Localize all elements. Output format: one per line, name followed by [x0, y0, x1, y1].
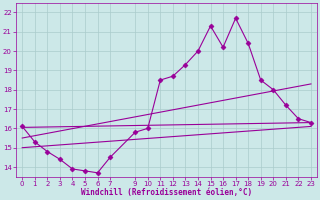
X-axis label: Windchill (Refroidissement éolien,°C): Windchill (Refroidissement éolien,°C)	[81, 188, 252, 197]
